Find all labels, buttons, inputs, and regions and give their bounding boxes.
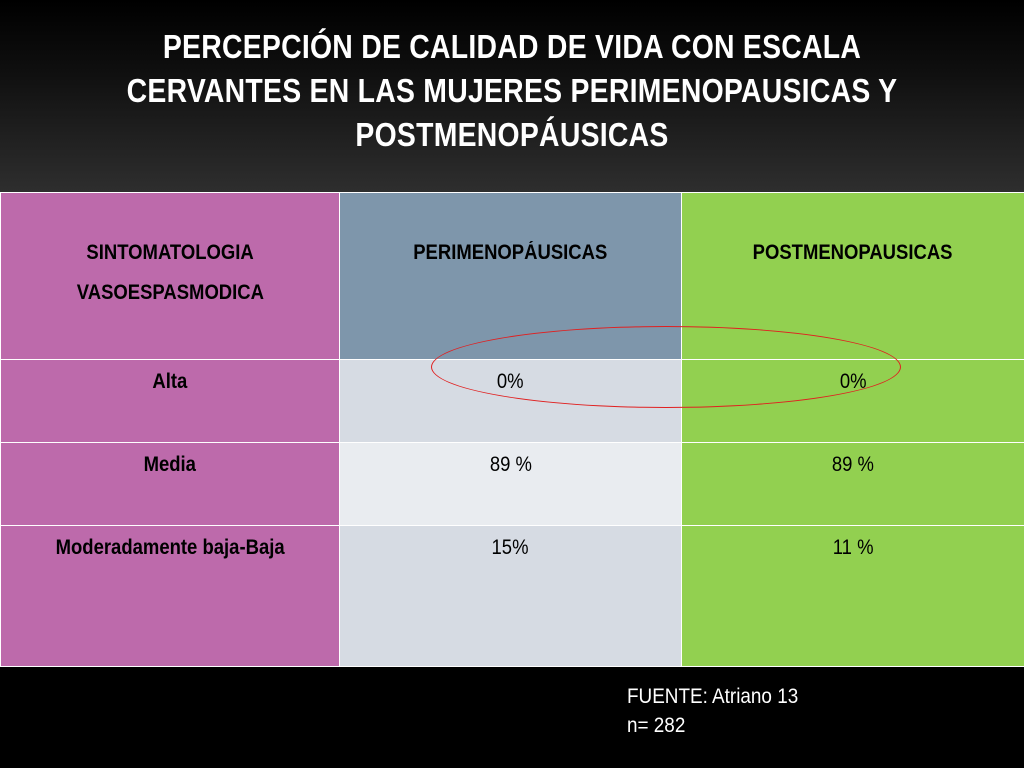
perimenopausal-value: 15% xyxy=(492,536,529,559)
row-label: Alta xyxy=(152,370,188,393)
header-cell-symptomatology: SINTOMATOLOGIA VASOESPASMODICA xyxy=(0,192,340,360)
footnote: FUENTE: Atriano 13 n= 282 xyxy=(627,682,817,740)
title-banner: PERCEPCIÓN DE CALIDAD DE VIDA CON ESCALA… xyxy=(0,0,1024,192)
postmenopausal-value-cell: 89 % xyxy=(681,442,1024,526)
slide-title: PERCEPCIÓN DE CALIDAD DE VIDA CON ESCALA… xyxy=(126,28,898,153)
postmenopausal-value-cell: 11 % xyxy=(681,525,1024,667)
header-symptomatology-line1: SINTOMATOLOGIA xyxy=(86,241,254,264)
table-row: Alta 0% 0% xyxy=(0,359,1024,443)
row-label: Moderadamente baja-Baja xyxy=(55,536,285,559)
header-postmenopausal-label: POSTMENOPAUSICAS xyxy=(753,241,953,264)
postmenopausal-value-cell: 0% xyxy=(681,359,1024,443)
header-perimenopausal-label: PERIMENOPÁUSICAS xyxy=(413,241,608,264)
postmenopausal-value: 89 % xyxy=(831,453,875,476)
table-header-row: SINTOMATOLOGIA VASOESPASMODICA PERIMENOP… xyxy=(0,192,1024,360)
row-label-cell: Moderadamente baja-Baja xyxy=(0,525,340,667)
table-row: Moderadamente baja-Baja 15% 11 % xyxy=(0,525,1024,667)
perimenopausal-value-cell: 0% xyxy=(339,359,682,443)
results-table-container: SINTOMATOLOGIA VASOESPASMODICA PERIMENOP… xyxy=(0,192,1024,667)
postmenopausal-value: 0% xyxy=(839,370,867,393)
perimenopausal-value-cell: 15% xyxy=(339,525,682,667)
footnote-source: FUENTE: Atriano 13 xyxy=(627,685,799,708)
header-symptomatology-line2: VASOESPASMODICA xyxy=(76,281,264,304)
header-cell-perimenopausal: PERIMENOPÁUSICAS xyxy=(339,192,682,360)
perimenopausal-value: 0% xyxy=(497,370,524,393)
perimenopausal-value: 89 % xyxy=(489,453,532,476)
results-table: SINTOMATOLOGIA VASOESPASMODICA PERIMENOP… xyxy=(0,192,1024,667)
footnote-sample-size: n= 282 xyxy=(627,714,686,737)
row-label: Media xyxy=(143,453,197,476)
perimenopausal-value-cell: 89 % xyxy=(339,442,682,526)
postmenopausal-value: 11 % xyxy=(832,536,874,559)
row-label-cell: Media xyxy=(0,442,340,526)
header-cell-postmenopausal: POSTMENOPAUSICAS xyxy=(681,192,1024,360)
table-row: Media 89 % 89 % xyxy=(0,442,1024,526)
row-label-cell: Alta xyxy=(0,359,340,443)
